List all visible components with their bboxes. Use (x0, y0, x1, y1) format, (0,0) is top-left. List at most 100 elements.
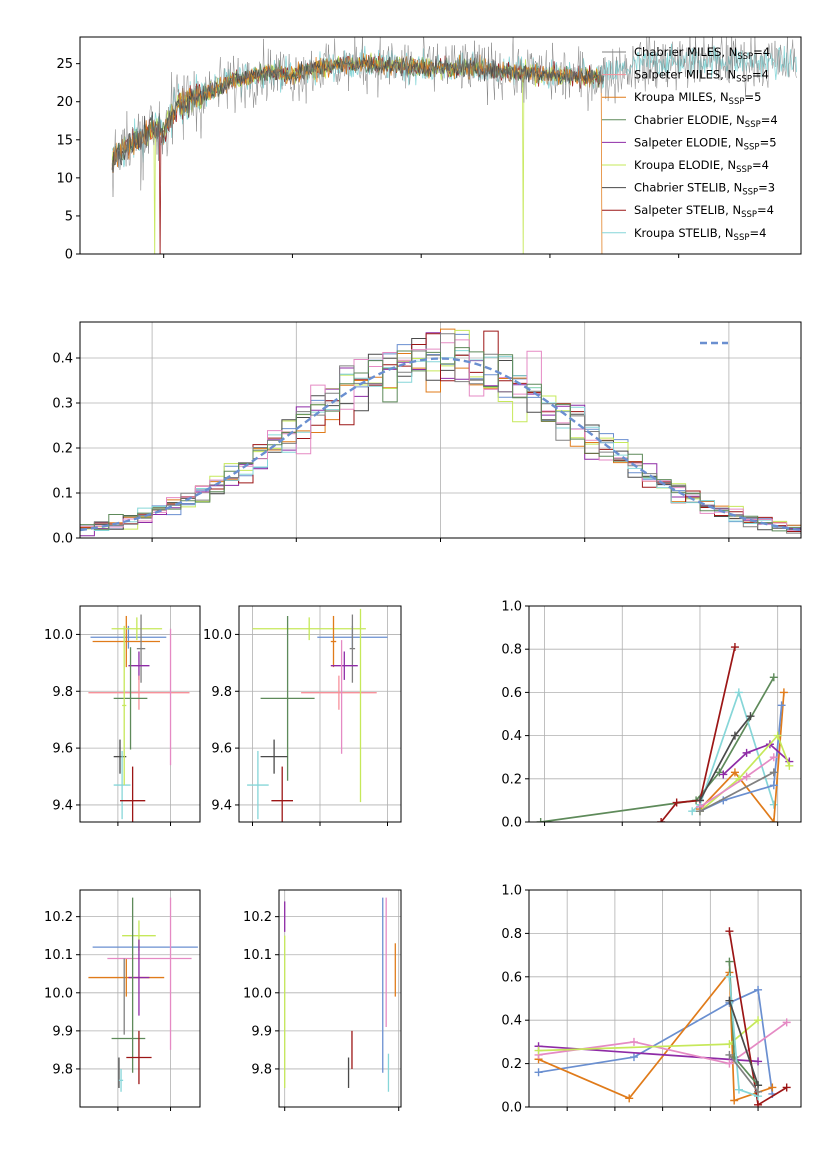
series-marker (773, 731, 782, 740)
y-tick-label: 10.1 (44, 948, 73, 963)
mass_vs_ebv-points (284, 897, 396, 1092)
legend-entry: Kroupa STELIB, NSSP=4 (634, 226, 766, 243)
errorbar-point (92, 615, 160, 668)
errorbar-point (88, 958, 165, 997)
series (534, 968, 777, 1105)
errorbar-point (271, 766, 293, 822)
errorbar-point (113, 750, 131, 820)
errorbar-point (118, 1068, 124, 1092)
y-tick-label: 0.0 (52, 532, 73, 547)
y-tick-label: 0 (65, 248, 73, 263)
y-tick-label: 10.0 (44, 986, 73, 1001)
y-tick-label: 10.0 (44, 628, 73, 643)
age_vs_mass-points (247, 608, 388, 822)
y-tick-label: 9.8 (52, 685, 73, 700)
legend-label: Salpeter ELODIE, N (634, 135, 744, 149)
y-tick-label: 1.0 (501, 884, 522, 899)
y-tick-label: 1.0 (501, 600, 522, 615)
weight_vs_Z-frame (528, 889, 802, 1108)
errorbar-point (260, 739, 288, 774)
errorbar-point (126, 1030, 152, 1085)
legend-suffix: =4 (752, 68, 769, 82)
y-tick-label: 9.6 (52, 742, 73, 757)
y-tick-label: 10.2 (44, 910, 73, 925)
series-marker (725, 1059, 734, 1068)
series-line (728, 1054, 759, 1093)
errorbar-point (252, 617, 366, 641)
y-tick-label: 0.2 (501, 772, 522, 787)
spectrum-frame (79, 36, 802, 255)
errorbar-point (88, 675, 190, 710)
series (534, 985, 777, 1098)
weight_vs_age-axes: 0.0 0.2 0.4 0.6 0.8 1.0 (501, 600, 801, 831)
mass_vs_Z-points (88, 897, 198, 1092)
y-tick-label: 0.6 (501, 686, 522, 701)
series-line (660, 646, 736, 822)
y-tick-label: 10.1 (243, 948, 272, 963)
series-marker (730, 731, 739, 740)
series-marker (742, 772, 751, 781)
normal-reference-curve (80, 357, 801, 532)
errorbar-point (128, 651, 150, 680)
errorbar-point (113, 647, 148, 750)
y-tick-label: 0.2 (52, 442, 73, 457)
series-line (699, 692, 785, 822)
series-marker (777, 701, 786, 710)
series-marker (734, 1085, 743, 1094)
legend-suffix: =4 (749, 226, 766, 240)
errorbar-point (111, 617, 163, 641)
series-marker (725, 1050, 734, 1059)
mass_vs_ebv-frame (278, 889, 402, 1108)
y-tick-label: 0.8 (501, 927, 522, 942)
errorbar-point (128, 939, 150, 1016)
legend-sub: SSP (729, 97, 745, 107)
series-marker (754, 1100, 763, 1107)
series-marker (725, 996, 734, 1005)
y-tick-label: 0.1 (52, 487, 73, 502)
y-tick-label: 10.0 (203, 628, 232, 643)
series-marker (734, 688, 743, 697)
errorbar-point (136, 614, 146, 683)
y-tick-label: 15 (56, 133, 73, 148)
spectrum-line-chabrier-miles (111, 37, 797, 198)
series-marker (754, 1057, 763, 1066)
age_vs_mass-axes: 9.4 9.6 9.8 10.0 (203, 606, 401, 826)
series-marker (769, 800, 778, 809)
series-marker (769, 673, 778, 682)
y-tick-label: 0.6 (501, 970, 522, 985)
errorbar-point (247, 750, 269, 820)
series-marker (536, 818, 545, 822)
y-tick-label: 0.4 (501, 1014, 522, 1029)
series (695, 768, 778, 816)
series-marker (629, 1037, 638, 1046)
series-marker (754, 1087, 763, 1096)
series (536, 673, 778, 822)
legend-suffix: =3 (758, 181, 775, 195)
series-marker (769, 781, 778, 790)
mass_vs_Z-axes: 9.8 9.9 10.0 10.1 10.2 (44, 890, 200, 1111)
series (725, 996, 763, 1090)
legend-suffix: =4 (752, 158, 769, 172)
series-marker (730, 643, 739, 652)
y-tick-label: 0.0 (501, 1101, 522, 1116)
y-tick-label: 9.9 (52, 1024, 73, 1039)
series-marker (625, 1094, 634, 1103)
weight_vs_age-frame (528, 605, 802, 823)
y-tick-label: 0.2 (501, 1057, 522, 1072)
age_vs_Z-frame (79, 605, 201, 823)
legend-sub: SSP (736, 75, 752, 85)
errorbar-point (330, 651, 358, 680)
series-marker (719, 770, 728, 779)
weight_vs_Z-series (534, 927, 791, 1107)
series (725, 1050, 763, 1096)
legend-label: Salpeter STELIB, N (634, 203, 741, 217)
series-marker (534, 1068, 543, 1077)
legend-entry: Chabrier ELODIE, NSSP=4 (634, 113, 778, 130)
legend-entry: Chabrier MILES, NSSP=4 (634, 45, 770, 62)
y-tick-label: 9.4 (52, 798, 73, 813)
legend-entry: Salpeter ELODIE, NSSP=5 (634, 135, 777, 152)
legend-entry: Kroupa MILES, NSSP=5 (634, 90, 761, 107)
errorbar-point (330, 615, 337, 668)
